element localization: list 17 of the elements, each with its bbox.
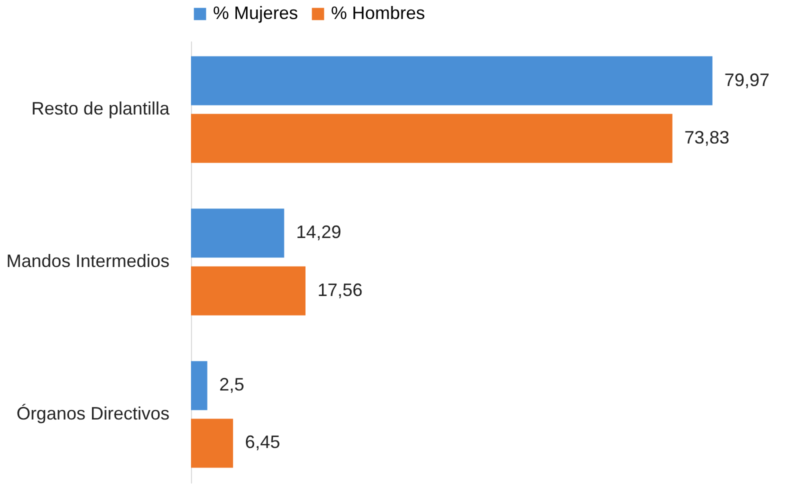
data-label: 14,29 [296, 222, 342, 242]
bar [191, 361, 208, 410]
data-label: 2,5 [219, 374, 244, 395]
y-tick-label: Resto de plantilla [31, 98, 170, 119]
data-label: 73,83 [684, 127, 730, 148]
legend-label: % Hombres [331, 3, 426, 23]
data-label: 79,97 [724, 70, 770, 90]
y-tick-label: Órganos Directivos [16, 403, 170, 424]
bar [191, 56, 712, 106]
bar [191, 114, 672, 163]
data-label: 17,56 [317, 280, 363, 300]
bar [191, 266, 306, 316]
bar [191, 418, 234, 468]
bar [191, 208, 284, 258]
legend-label: % Mujeres [213, 3, 298, 23]
data-label: 6,45 [245, 432, 280, 452]
y-tick-label: Mandos Intermedios [6, 251, 170, 271]
